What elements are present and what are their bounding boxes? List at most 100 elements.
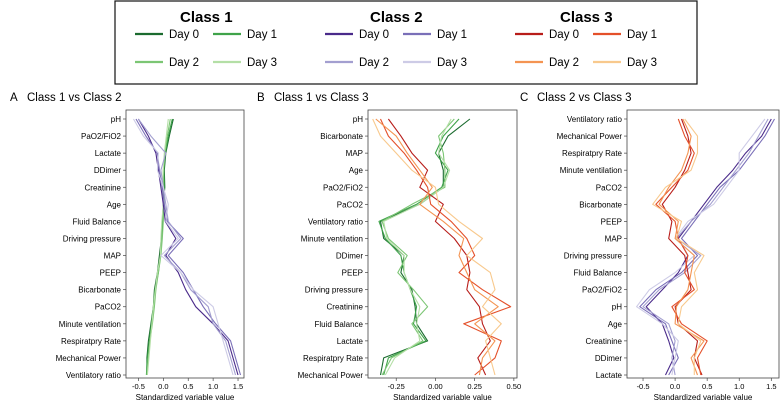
panel-1-category-label: PaO2/FiO2 [323,183,364,192]
panel-0-series-class-2-day-2 [137,118,237,376]
panel-0-x-tick-label: 0.5 [183,382,193,391]
panel-2-x-tick-label: -0.5 [637,382,650,391]
panel-1-x-tick-label: 0.50 [507,382,522,391]
panel-1-category-label: Fluid Balance [315,320,364,329]
panel-0-category-label: Ventilatory ratio [66,371,122,380]
panel-1-x-axis-label: Standardized variable value [393,393,492,402]
panel-1-series-class-1-day-0 [379,118,471,376]
legend-label-class-1-day-1: Day 1 [247,29,277,41]
panel-0-category-label: DDimer [94,166,121,175]
panel-1-category-label: Minute ventilation [301,234,363,243]
legend-label-class-3-day-0: Day 0 [549,29,579,41]
panel-0-category-label: Bicarbonate [78,286,121,295]
panel-0-category-label: Lactate [95,149,122,158]
panel-2-category-label: Ventilatory ratio [567,115,623,124]
panel-0-category-label: Mechanical Power [56,354,122,363]
panel-0-category-label: Respiratpry Rate [61,337,122,346]
panel-1-x-tick-label: 0.00 [428,382,443,391]
panel-c: C Class 2 vs Class 3 Ventilatory ratio Me… [520,92,780,402]
panel-0-x-tick-label: 1.5 [233,382,243,391]
panel-0-category-label: Minute ventilation [59,320,121,329]
panel-2-series-class-3-day-3 [652,118,705,375]
panel-c-title: Class 2 vs Class 3 [537,92,632,104]
panel-2-category-label: pH [612,303,622,312]
legend-label-class-3-day-1: Day 1 [627,29,657,41]
panel-2-category-label: Bicarbonate [579,200,622,209]
legend-title-class-2: Class 2 [370,9,423,26]
panel-2-category-label: PEEP [601,217,622,226]
panel-c-letter: C [520,92,528,104]
panel-1-category-label: Lactate [337,337,364,346]
panel-a-letter: A [10,92,18,104]
panel-1-category-label: Bicarbonate [320,132,363,141]
legend-label-class-3-day-2: Day 2 [549,57,579,69]
panel-1-category-label: Age [349,166,364,175]
legend-label-class-2-day-3: Day 3 [437,57,467,69]
panel-2-category-label: Creatinine [586,337,623,346]
panel-a: A Class 1 vs Class 2 pH PaO2/FiO2 Lactate D… [10,92,245,402]
panel-2-category-label: Lactate [596,371,623,380]
panel-1-category-label: PEEP [342,269,363,278]
legend-label-class-1-day-2: Day 2 [169,57,199,69]
panel-1-x-tick-label: 0.25 [467,382,482,391]
panel-2-series-class-3-day-0 [661,118,703,376]
panel-0-x-tick-label: -0.5 [132,382,145,391]
panel-1-category-label: Mechanical Power [298,371,364,380]
panel-0-category-label: Age [107,200,122,209]
panel-1-category-label: Creatinine [327,303,364,312]
panel-1-series-class-3-day-2 [375,118,499,376]
panel-2-category-label: Fluid Balance [574,269,623,278]
panel-1-category-label: PaCO2 [337,200,364,209]
panel-b-letter: B [257,92,265,104]
panel-0-category-label: pH [111,115,121,124]
panel-1-category-label: pH [353,115,363,124]
panel-1-category-label: MAP [346,149,363,158]
panel-1-series-class-1-day-3 [383,118,452,376]
panel-1-series-class-3-day-0 [387,118,491,376]
panel-0-x-axis-label: Standardized variable value [136,393,235,402]
panel-0-series-class-2-day-3 [133,118,234,376]
panel-0-category-label: Creatinine [85,183,122,192]
panel-2-category-label: Driving pressure [564,252,623,261]
panel-2-x-tick-label: 1.0 [734,382,744,391]
legend: Class 1 Day 0 Day 1 Day 2 Day 3 Class 2 Day 0 D… [114,0,698,85]
legend-title-class-3: Class 3 [560,9,613,26]
panel-0-category-label: PaO2/FiO2 [81,132,122,141]
panel-a-title: Class 1 vs Class 2 [27,92,122,104]
panel-0-category-label: PEEP [100,269,121,278]
panel-2-series-class-3-day-1 [655,118,708,376]
panel-1-plot-area [367,109,518,379]
panel-1-series-class-3-day-1 [380,118,512,376]
panel-2-category-label: PaCO2 [596,183,623,192]
panel-1-series-class-1-day-1 [378,118,460,376]
panel-2-series-class-2-day-1 [639,118,775,376]
legend-frame [114,0,698,85]
panel-0-x-tick-label: 0.0 [158,382,168,391]
legend-label-class-2-day-0: Day 0 [359,29,389,41]
legend-label-class-3-day-3: Day 3 [627,57,657,69]
legend-label-class-1-day-0: Day 0 [169,29,199,41]
legend-label-class-1-day-3: Day 3 [247,57,277,69]
panel-1-category-label: DDimer [336,252,363,261]
panel-1-x-tick-label: -0.25 [388,382,405,391]
panel-2-x-axis-label: Standardized variable value [654,393,753,402]
panel-b: B Class 1 vs Class 3 pH Bicarbonate MAP Age… [257,92,521,402]
panel-0-x-tick-label: 1.0 [208,382,218,391]
panel-2-series-class-3-day-2 [658,118,705,376]
panel-1-category-label: Respiratpry Rate [303,354,364,363]
panel-1-category-label: Driving pressure [305,286,364,295]
panel-2-category-label: MAP [605,234,622,243]
panel-0-category-label: Fluid Balance [73,217,122,226]
panel-2-plot-area [626,109,780,379]
panel-1-series-class-3-day-3 [372,118,502,376]
panel-2-category-label: Minute ventilation [560,166,622,175]
panel-0-plot-area [125,109,245,379]
panel-0-category-label: PaCO2 [95,303,122,312]
panel-2-category-label: Mechanical Power [557,132,623,141]
panel-2-category-label: Respiratpry Rate [562,149,623,158]
legend-label-class-2-day-1: Day 1 [437,29,467,41]
legend-label-class-2-day-2: Day 2 [359,57,389,69]
panel-0-category-label: Driving pressure [63,234,122,243]
panel-b-title: Class 1 vs Class 3 [274,92,369,104]
